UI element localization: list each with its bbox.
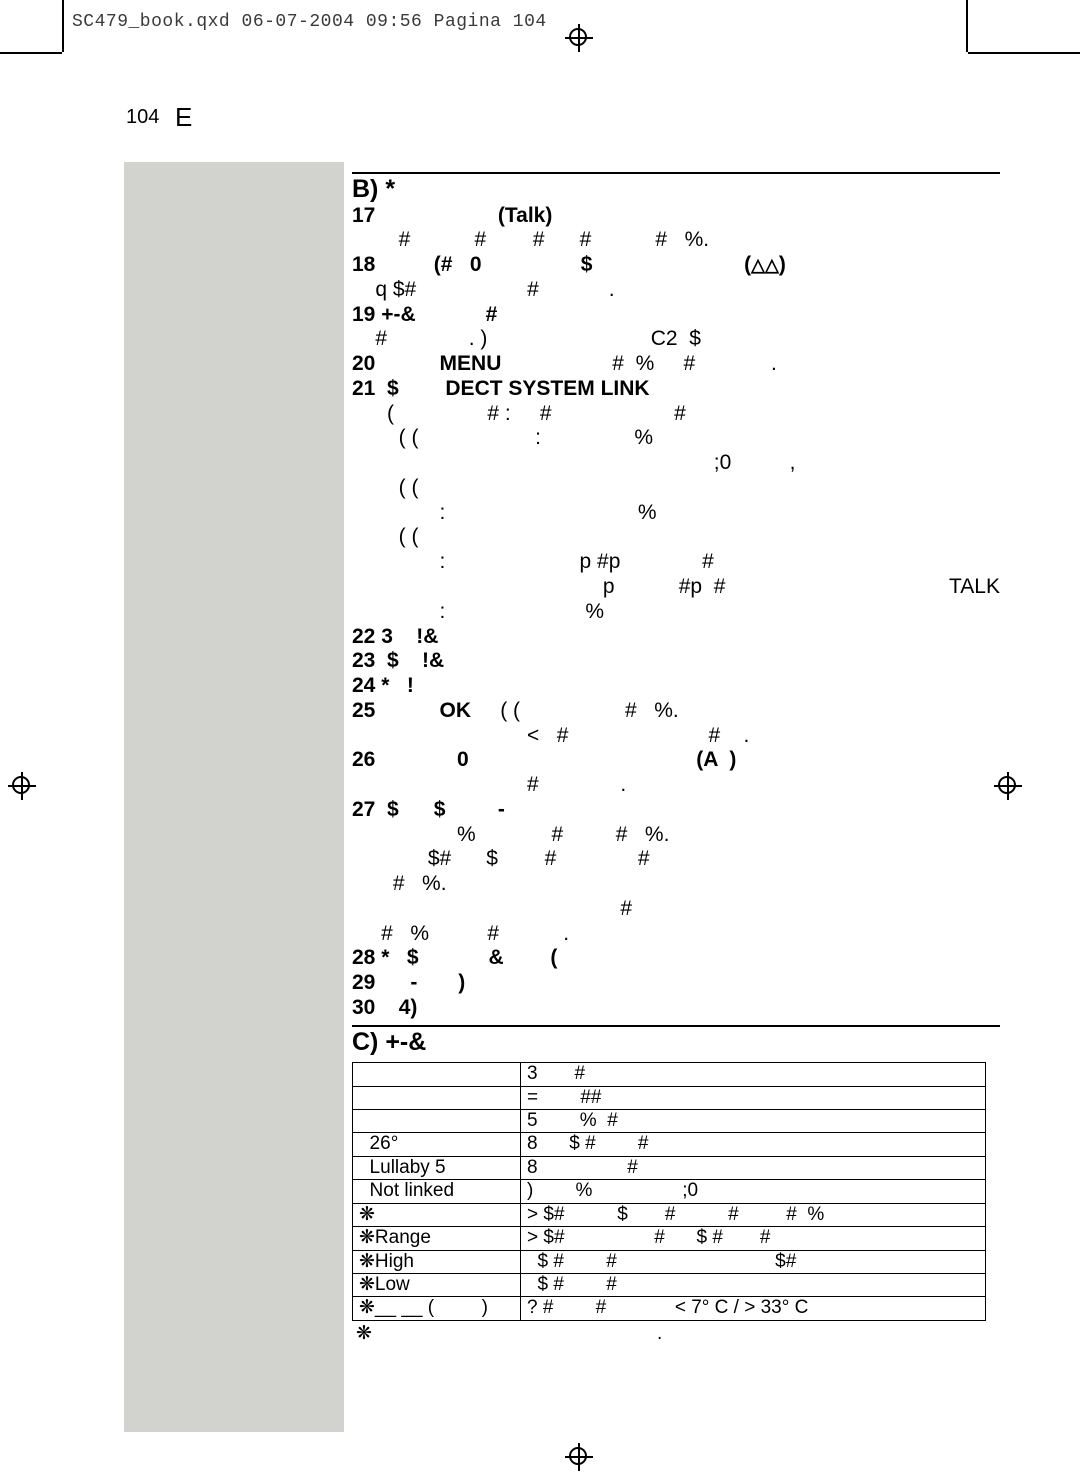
table-cell-desc: ) % ;0: [521, 1180, 986, 1203]
body-text: ( ( : %: [352, 426, 1000, 451]
registration-mark: [565, 24, 593, 52]
step-21: 21 $ DECT SYSTEM LINK: [352, 377, 1000, 402]
table-row: Lullaby 58 #: [353, 1156, 986, 1179]
table-footnote: ❋ .: [352, 1321, 1000, 1345]
table-cell-desc: 3 #: [521, 1063, 986, 1086]
table-cell-label: ❋High: [353, 1250, 521, 1273]
body-text: : p #p #: [352, 550, 1000, 575]
body-text: : %: [352, 501, 1000, 526]
body-text: # .: [352, 773, 1000, 798]
step-25: 25 OK ( ( # %.: [352, 699, 1000, 724]
body-text: #: [352, 897, 1000, 922]
table-cell-desc: 8 #: [521, 1156, 986, 1179]
table-row: Not linked) % ;0: [353, 1180, 986, 1203]
section-b-title: B) *: [352, 176, 1000, 204]
table-row: ❋Low $ # #: [353, 1273, 986, 1296]
section-c-title: C) +-&: [352, 1029, 1000, 1057]
body-text: ( (: [352, 525, 1000, 550]
divider: [352, 1025, 1000, 1027]
step-29: 29 - ): [352, 971, 1000, 996]
step-28: 28 * $ & (: [352, 946, 1000, 971]
table-cell-desc: $ # # $#: [521, 1250, 986, 1273]
main-content: B) * 17 (Talk) # # # # # %. 18 (# 0 $ (△…: [352, 168, 1000, 1345]
table-cell-label: Lullaby 5: [353, 1156, 521, 1179]
table-cell-desc: 5 % #: [521, 1110, 986, 1133]
table-cell-desc: > $# $ # # # %: [521, 1203, 986, 1226]
body-text: # %.: [352, 872, 1000, 897]
step-18: 18 (# 0 $ (△△): [352, 253, 1000, 278]
step-17: 17 (Talk): [352, 204, 552, 227]
table-cell-label: ❋: [353, 1203, 521, 1226]
body-text: q $# # .: [352, 278, 1000, 303]
talk-label: TALK: [949, 575, 1000, 600]
body-text: ( # : # #: [352, 402, 1000, 427]
page-number: 104: [126, 106, 159, 129]
table-row: ❋__ __ ( )? # # < 7° C / > 33° C: [353, 1297, 986, 1320]
table-row: ❋Range> $# # $ # #: [353, 1227, 986, 1250]
body-text: % # # %.: [352, 823, 1000, 848]
table-cell-label: ❋Low: [353, 1273, 521, 1296]
table-cell-desc: = ##: [521, 1086, 986, 1109]
sidebar-grey: [124, 162, 344, 1432]
crop-mark: [968, 52, 1080, 54]
table-row: 26°8 $ # #: [353, 1133, 986, 1156]
body-text: ( (: [352, 476, 1000, 501]
step-22: 22 3 !&: [352, 625, 1000, 650]
print-header: SC479_book.qxd 06-07-2004 09:56 Pagina 1…: [72, 12, 547, 32]
table-cell-label: 26°: [353, 1133, 521, 1156]
table-cell-label: [353, 1110, 521, 1133]
crop-mark: [0, 52, 62, 54]
crop-mark: [62, 0, 64, 52]
registration-mark: [565, 1443, 593, 1471]
table-cell-desc: 8 $ # #: [521, 1133, 986, 1156]
step-27: 27 $ $ -: [352, 798, 1000, 823]
registration-mark: [8, 772, 36, 800]
table-cell-label: [353, 1086, 521, 1109]
body-text: # # # # # %.: [352, 228, 1000, 253]
body-text: p #p #TALK: [352, 575, 1000, 600]
table-cell-label: Not linked: [353, 1180, 521, 1203]
step-20: 20 MENU # % # .: [352, 352, 1000, 377]
table-row: 3 #: [353, 1063, 986, 1086]
table-cell-label: [353, 1063, 521, 1086]
body-text: # % # .: [352, 922, 1000, 947]
body-text: ;0 ,: [352, 451, 1000, 476]
table-row: ❋> $# $ # # # %: [353, 1203, 986, 1226]
step-24: 24 * !: [352, 674, 1000, 699]
step-19: 19 +-& #: [352, 303, 1000, 328]
body-text: $# $ # #: [352, 847, 1000, 872]
table-cell-desc: $ # #: [521, 1273, 986, 1296]
page-letter: E: [175, 102, 192, 133]
table-cell-desc: ? # # < 7° C / > 33° C: [521, 1297, 986, 1320]
step-30: 30 4): [352, 996, 1000, 1021]
symbol-table: 3 #= ##5 % # 26°8 $ # # Lullaby 58 # Not…: [352, 1062, 986, 1320]
triangle-icons: △△: [751, 255, 779, 275]
table-row: = ##: [353, 1086, 986, 1109]
table-cell-label: ❋__ __ ( ): [353, 1297, 521, 1320]
body-text: < # # .: [352, 724, 1000, 749]
step-26: 26 0 (A ): [352, 748, 1000, 773]
body-text: : %: [352, 600, 1000, 625]
table-row: ❋High $ # # $#: [353, 1250, 986, 1273]
body-text: # . ) C2 $: [352, 327, 1000, 352]
table-cell-label: ❋Range: [353, 1227, 521, 1250]
step-23: 23 $ !&: [352, 649, 1000, 674]
crop-mark: [966, 0, 968, 52]
table-cell-desc: > $# # $ # #: [521, 1227, 986, 1250]
divider: [352, 172, 1000, 174]
table-row: 5 % #: [353, 1110, 986, 1133]
